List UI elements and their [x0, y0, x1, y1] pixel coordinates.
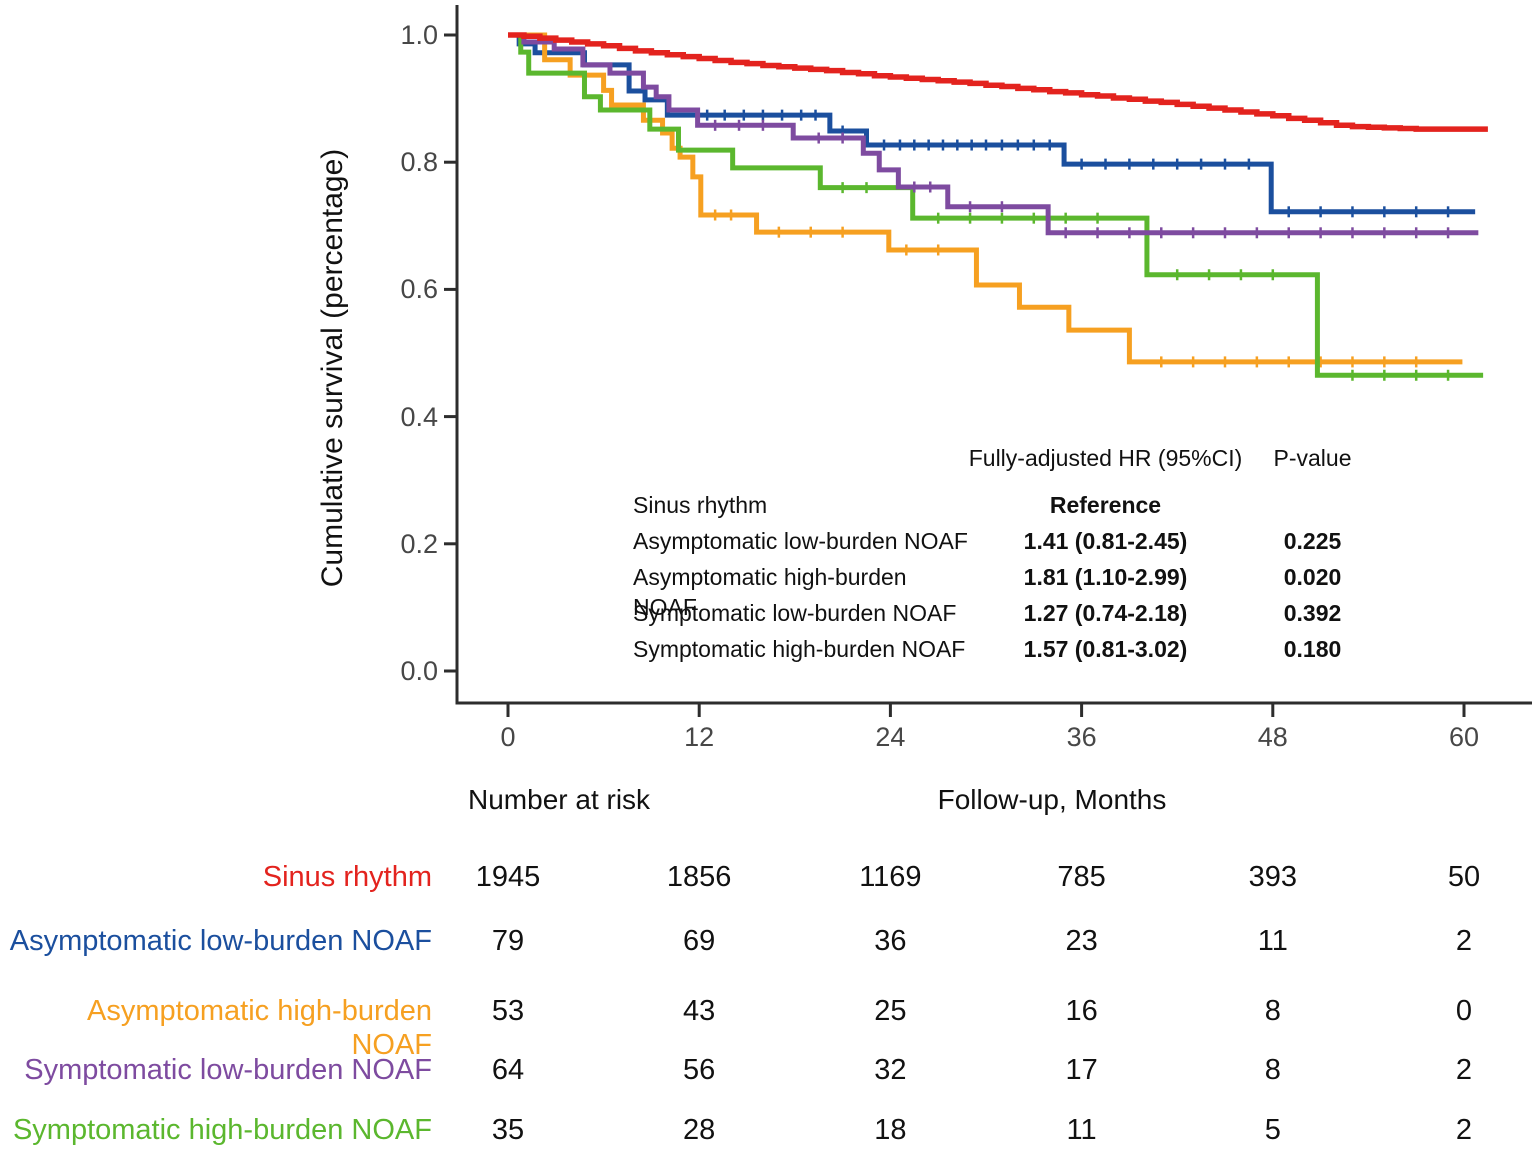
- risk-count: 2: [1455, 925, 1473, 957]
- stats-lab-cell: Asymptomatic high-burden NOAF: [633, 564, 907, 620]
- risk-count: 2: [1455, 1054, 1473, 1086]
- risk-count: 53: [491, 995, 525, 1027]
- risk-count: 50: [1447, 861, 1481, 893]
- x-tick-label: 24: [875, 722, 906, 752]
- risk-count: 56: [683, 1054, 716, 1086]
- risk-row-label: Asymptomatic high-burden NOAF: [87, 995, 432, 1061]
- risk-count: 18: [874, 1114, 907, 1146]
- stats-hr-cell: 1.27 (0.74-2.18): [1023, 600, 1188, 626]
- risk-count: 8: [1264, 995, 1281, 1027]
- risk-table-row: Symptomatic low-burden NOAF 64 56 32 17 8 2: [0, 1053, 1536, 1087]
- risk-count: 0: [1455, 995, 1473, 1027]
- risk-row-label: Asymptomatic low-burden NOAF: [9, 925, 432, 957]
- risk-count: 11: [1257, 925, 1288, 957]
- stats-table-row: Symptomatic low-burden NOAF 1.27 (0.74-2.…: [0, 598, 1536, 628]
- stats-table-row: Asymptomatic high-burden NOAF 1.81 (1.10-…: [0, 562, 1536, 620]
- x-tick-label: 48: [1257, 722, 1288, 752]
- stats-hr-cell: 1.41 (0.81-2.45): [1023, 528, 1188, 554]
- y-tick-label: 0.4: [400, 401, 438, 432]
- risk-count: 2: [1455, 1114, 1473, 1146]
- risk-row-label: Symptomatic low-burden NOAF: [24, 1054, 432, 1086]
- risk-count: 5: [1264, 1114, 1281, 1146]
- risk-count: 35: [491, 1114, 525, 1146]
- risk-count: 1169: [859, 861, 922, 893]
- stats-lab-cell: Asymptomatic low-burden NOAF: [633, 528, 968, 554]
- risk-count: 1856: [666, 861, 732, 893]
- km-curve-asym_high: [508, 32, 1463, 365]
- stats-hr-cell: Reference: [1049, 492, 1162, 518]
- stats-pv-cell: 0.392: [1283, 600, 1342, 626]
- risk-count: 8: [1264, 1054, 1281, 1086]
- y-tick-label: 0.8: [400, 147, 438, 178]
- risk-count: 11: [1066, 1114, 1097, 1146]
- km-curve-sym_high: [508, 32, 1484, 378]
- risk-count: 393: [1248, 861, 1297, 893]
- km-curve-sym_low: [508, 32, 1479, 236]
- risk-row-label: Symptomatic high-burden NOAF: [12, 1114, 432, 1146]
- y-axis-title: Cumulative survival (percentage): [316, 148, 349, 588]
- stats-hr-header: Fully-adjusted HR (95%CI): [968, 445, 1243, 471]
- risk-count: 1945: [475, 861, 541, 893]
- x-tick-label: 60: [1448, 722, 1480, 752]
- stats-lab-cell: Symptomatic high-burden NOAF: [633, 636, 966, 662]
- km-curve-sinus: [508, 32, 1488, 132]
- x-axis-title: Follow-up, Months: [937, 784, 1167, 815]
- y-tick-label: 0.6: [400, 274, 438, 305]
- stats-hr-cell: 1.57 (0.81-3.02): [1023, 636, 1188, 662]
- y-tick-label: 0.0: [400, 656, 438, 686]
- stats-table-row: Sinus rhythm Reference: [0, 490, 1536, 520]
- risk-count: 79: [491, 925, 525, 957]
- x-tick-label: 36: [1066, 722, 1097, 752]
- stats-table-row: Symptomatic high-burden NOAF 1.57 (0.81-3…: [0, 634, 1536, 664]
- risk-count: 17: [1065, 1054, 1098, 1086]
- km-curve-asym_low: [508, 32, 1476, 215]
- y-tick-label: 1.0: [400, 20, 438, 50]
- stats-p-header: P-value: [1273, 445, 1352, 471]
- risk-count: 36: [874, 925, 907, 957]
- x-tick-label: 12: [684, 722, 715, 752]
- risk-table-row: Asymptomatic high-burden NOAF 53 43 25 16 8 0: [0, 994, 1536, 1061]
- risk-count: 69: [683, 925, 716, 957]
- stats-pv-cell: 0.225: [1283, 528, 1342, 554]
- risk-count: 23: [1065, 925, 1098, 957]
- x-tick-label: 0: [500, 722, 516, 752]
- risk-table-row: Asymptomatic low-burden NOAF 79 69 36 23 11 2: [0, 924, 1536, 958]
- stats-lab-cell: Sinus rhythm: [633, 492, 768, 518]
- stats-pv-cell: 0.180: [1283, 636, 1342, 662]
- risk-count: 43: [683, 995, 716, 1027]
- risk-count: 64: [491, 1054, 525, 1086]
- stats-pv-cell: 0.020: [1283, 564, 1342, 590]
- risk-count: 28: [683, 1114, 716, 1146]
- stats-table-row: Asymptomatic low-burden NOAF 1.41 (0.81-2…: [0, 526, 1536, 556]
- risk-count: 16: [1065, 995, 1098, 1027]
- risk-count: 785: [1057, 861, 1106, 893]
- stats-hr-cell: 1.81 (1.10-2.99): [1023, 564, 1188, 590]
- risk-count: 32: [874, 1054, 907, 1086]
- stats-lab-cell: Symptomatic low-burden NOAF: [633, 600, 957, 626]
- risk-table-row: Symptomatic high-burden NOAF 35 28 18 11 5 2: [0, 1113, 1536, 1147]
- risk-table-row: Sinus rhythm 1945 1856 1169 785 393 50: [0, 860, 1536, 894]
- risk-count: 25: [874, 995, 907, 1027]
- risk-row-label: Sinus rhythm: [262, 861, 432, 893]
- y-tick-label: 0.2: [400, 528, 438, 559]
- risk-table-title: Number at risk: [468, 784, 651, 815]
